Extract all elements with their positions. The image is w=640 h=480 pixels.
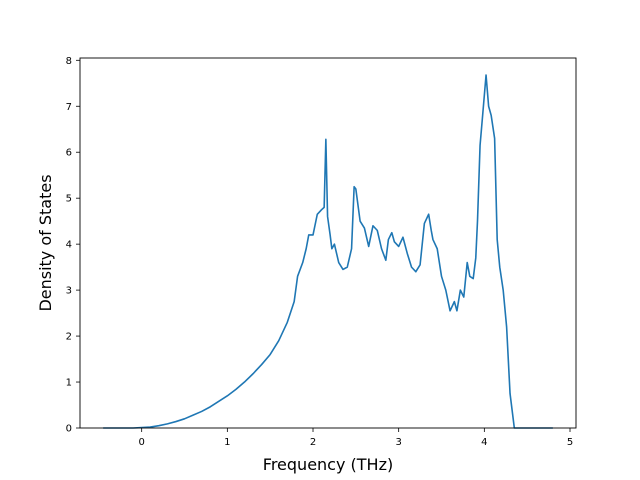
y-axis-label: Density of States (36, 174, 55, 311)
y-tick-label: 8 (66, 56, 72, 67)
x-axis-label: Frequency (THz) (263, 455, 393, 474)
x-tick-label: 0 (138, 437, 144, 448)
y-tick-label: 3 (66, 286, 72, 297)
y-tick-label: 5 (66, 194, 72, 205)
dos-series-line (103, 74, 553, 429)
x-tick-label: 5 (567, 437, 573, 448)
y-tick-label: 6 (66, 148, 72, 159)
y-axis-ticks: 0 1 2 3 4 5 6 7 8 (66, 56, 80, 435)
x-tick-label: 3 (395, 437, 401, 448)
y-tick-label: 0 (66, 424, 72, 435)
y-tick-label: 4 (66, 240, 72, 251)
y-tick-label: 2 (66, 332, 72, 343)
x-axis-ticks: 0 1 2 3 4 5 (138, 428, 573, 448)
y-tick-label: 7 (66, 102, 72, 113)
y-tick-label: 1 (66, 378, 72, 389)
axes-frame (79, 57, 577, 429)
x-tick-label: 4 (481, 437, 487, 448)
x-tick-label: 1 (224, 437, 230, 448)
x-tick-label: 2 (310, 437, 316, 448)
